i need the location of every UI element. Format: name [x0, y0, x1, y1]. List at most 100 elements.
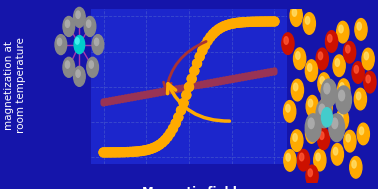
Point: [158, 90, 164, 93]
Point: [221, 78, 227, 81]
Point: [271, 20, 277, 23]
Point: [202, 84, 208, 87]
Point: [151, 146, 157, 149]
Circle shape: [318, 52, 323, 60]
Point: [111, 151, 117, 154]
Point: [186, 85, 192, 88]
Point: [269, 20, 275, 23]
Point: [177, 86, 183, 89]
Point: [111, 151, 117, 154]
Point: [214, 81, 220, 84]
Point: [164, 135, 170, 138]
Point: [213, 30, 219, 33]
Circle shape: [345, 45, 350, 53]
Circle shape: [305, 17, 310, 24]
Point: [146, 148, 152, 151]
Point: [183, 94, 189, 97]
Point: [156, 143, 163, 146]
Point: [256, 20, 262, 23]
Point: [227, 79, 233, 82]
Circle shape: [65, 61, 70, 68]
Point: [259, 71, 265, 74]
Point: [237, 75, 243, 78]
Point: [208, 36, 214, 39]
Point: [262, 73, 268, 76]
Point: [183, 86, 189, 89]
Point: [271, 69, 277, 72]
Circle shape: [332, 118, 338, 129]
Point: [208, 36, 214, 39]
Point: [269, 20, 275, 23]
Point: [194, 62, 200, 65]
Point: [127, 150, 133, 153]
Circle shape: [316, 100, 332, 128]
Point: [162, 139, 168, 142]
Point: [132, 94, 138, 97]
Point: [199, 49, 205, 52]
Circle shape: [74, 36, 85, 54]
Point: [189, 85, 195, 88]
Circle shape: [352, 62, 364, 83]
Point: [261, 20, 267, 23]
Circle shape: [286, 153, 290, 161]
Point: [234, 21, 240, 24]
Point: [114, 151, 120, 154]
Point: [124, 150, 131, 153]
Point: [107, 99, 113, 102]
Circle shape: [325, 31, 338, 52]
Point: [237, 21, 243, 24]
Circle shape: [290, 5, 302, 26]
Point: [227, 77, 233, 80]
Point: [135, 150, 141, 153]
Point: [104, 101, 110, 105]
Point: [268, 69, 274, 72]
Circle shape: [282, 33, 294, 54]
Point: [246, 74, 252, 77]
Point: [141, 149, 147, 152]
Point: [262, 71, 268, 74]
Circle shape: [84, 16, 96, 36]
Point: [146, 148, 152, 151]
Point: [129, 97, 135, 100]
Circle shape: [357, 22, 361, 30]
Point: [170, 89, 176, 92]
Point: [145, 94, 151, 97]
Point: [211, 80, 217, 83]
Circle shape: [344, 41, 356, 63]
Point: [249, 73, 255, 76]
Point: [101, 100, 107, 103]
Point: [142, 94, 148, 98]
Circle shape: [339, 90, 345, 101]
Point: [101, 102, 107, 105]
Circle shape: [320, 96, 332, 118]
Circle shape: [299, 153, 304, 161]
Point: [148, 93, 154, 96]
Point: [135, 96, 141, 99]
Circle shape: [357, 123, 369, 145]
Circle shape: [308, 169, 313, 177]
Point: [230, 78, 236, 81]
Point: [202, 82, 208, 85]
Point: [253, 72, 259, 75]
Point: [149, 147, 155, 150]
Circle shape: [319, 104, 325, 115]
Point: [218, 26, 224, 29]
Circle shape: [305, 60, 318, 81]
Point: [151, 93, 157, 96]
Point: [189, 84, 195, 88]
Circle shape: [305, 122, 318, 143]
Circle shape: [318, 73, 330, 94]
Point: [221, 80, 227, 83]
Point: [253, 74, 259, 77]
Circle shape: [284, 150, 296, 171]
Circle shape: [344, 130, 356, 152]
Point: [224, 77, 230, 81]
Point: [156, 143, 163, 146]
Point: [103, 151, 109, 154]
Circle shape: [306, 165, 318, 187]
Point: [204, 39, 211, 42]
Point: [126, 97, 132, 100]
Point: [249, 75, 255, 78]
Point: [164, 91, 170, 94]
Point: [141, 149, 147, 152]
